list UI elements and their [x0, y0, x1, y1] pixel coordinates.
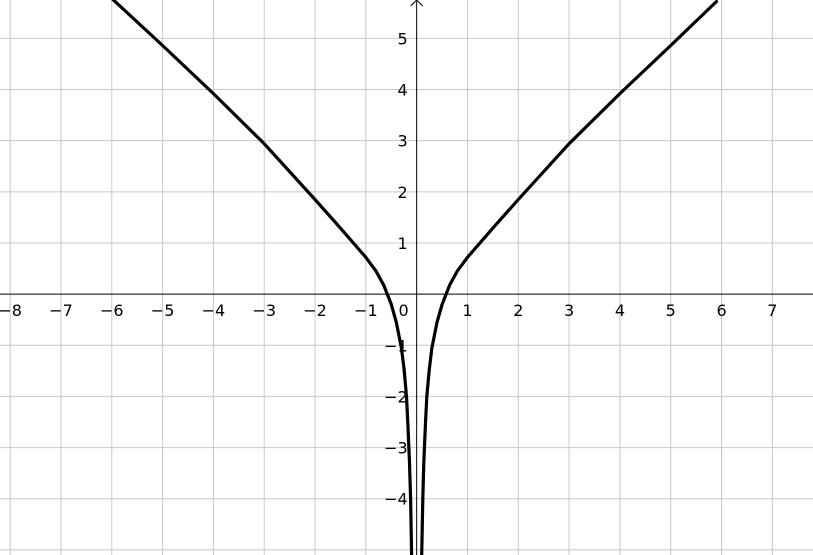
y-tick-label: 2	[397, 183, 407, 202]
x-tick-label: −4	[202, 301, 226, 320]
y-tick-label: 5	[397, 29, 407, 48]
series-line-right	[420, 0, 719, 555]
y-tick-label: −4	[384, 490, 408, 509]
x-tick-label: −3	[252, 301, 276, 320]
y-tick-label: 1	[397, 234, 407, 253]
tick-labels: −8 −7 −6 −5 −4 −3 −2 −1 0 1 2 3 4 5 6 7 5 4 3 2 1 −1 −2 −3 −4	[0, 29, 777, 508]
series-line-left	[111, 0, 414, 555]
x-tick-label: −5	[151, 301, 175, 320]
y-tick-label: −1	[384, 336, 408, 355]
x-tick-label: 6	[716, 301, 726, 320]
y-tick-label: −2	[384, 387, 408, 406]
x-tick-label: 0	[398, 301, 408, 320]
x-tick-label: 7	[767, 301, 777, 320]
y-tick-label: 3	[397, 132, 407, 151]
x-tick-label: −8	[0, 301, 22, 320]
x-tick-label: 3	[564, 301, 574, 320]
x-tick-label: −6	[100, 301, 124, 320]
x-tick-label: 5	[666, 301, 676, 320]
x-tick-label: −2	[303, 301, 327, 320]
y-tick-label: −3	[384, 439, 408, 458]
y-axis-arrow	[410, 0, 424, 7]
x-tick-label: −7	[49, 301, 73, 320]
x-tick-label: 2	[513, 301, 523, 320]
y-tick-label: 4	[397, 81, 407, 100]
x-tick-label: −1	[354, 301, 378, 320]
x-tick-label: 4	[615, 301, 625, 320]
x-tick-label: 1	[462, 301, 472, 320]
series-group	[111, 0, 719, 555]
